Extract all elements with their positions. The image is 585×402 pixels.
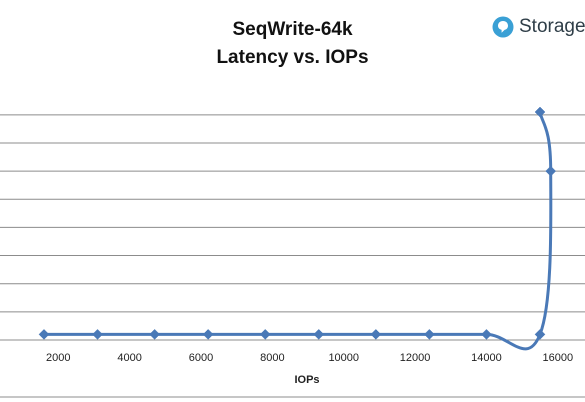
brand-name: Storage	[519, 16, 585, 37]
data-point-marker	[92, 329, 103, 340]
x-tick-label: 8000	[260, 352, 284, 364]
chart-title: SeqWrite-64k	[232, 19, 353, 40]
x-tick-label: 16000	[543, 352, 574, 364]
storage-review-logo-icon	[492, 16, 514, 38]
x-tick-label: 6000	[189, 352, 213, 364]
x-tick-label: 14000	[471, 352, 502, 364]
data-point-marker	[38, 329, 50, 340]
data-point-marker	[545, 165, 557, 177]
data-point-marker	[313, 329, 325, 340]
x-axis-title: IOPs	[294, 374, 319, 386]
series-line	[42, 110, 553, 351]
brand-logo: Storage	[492, 14, 585, 40]
data-point-marker	[424, 329, 435, 340]
x-tick-label: 12000	[400, 352, 431, 364]
x-tick-label: 2000	[46, 352, 70, 364]
data-point-marker	[534, 329, 546, 340]
data-point-marker	[202, 329, 214, 340]
x-tick-label: 10000	[328, 352, 359, 364]
x-tick-label: 4000	[117, 352, 141, 364]
data-point-marker	[481, 329, 492, 340]
data-point-marker	[149, 329, 160, 340]
data-point-marker	[370, 329, 382, 340]
data-point-marker	[259, 329, 271, 340]
chart-subtitle: Latency vs. IOPs	[216, 47, 369, 68]
data-point-marker	[534, 106, 546, 118]
